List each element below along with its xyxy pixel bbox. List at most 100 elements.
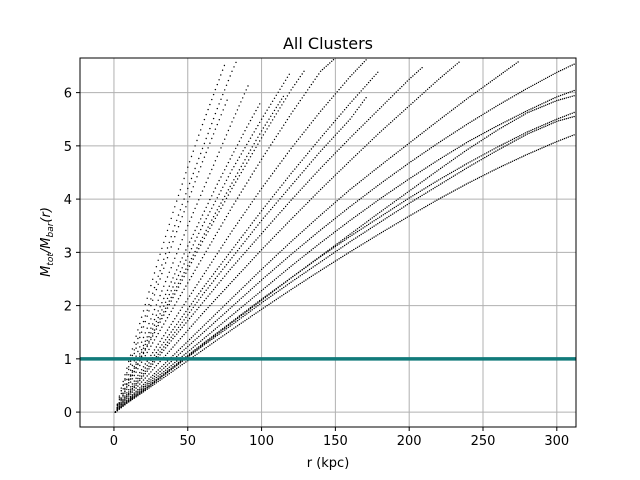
data-point bbox=[190, 337, 193, 339]
data-point bbox=[172, 366, 174, 368]
data-point bbox=[299, 174, 301, 176]
data-point bbox=[198, 342, 200, 344]
data-point bbox=[284, 224, 287, 226]
data-point bbox=[347, 190, 349, 192]
data-point bbox=[390, 226, 392, 228]
data-point bbox=[506, 141, 508, 143]
data-point bbox=[559, 119, 562, 122]
data-point bbox=[295, 105, 298, 107]
data-point bbox=[284, 246, 287, 248]
data-point bbox=[214, 334, 217, 336]
data-point bbox=[194, 145, 196, 147]
data-point bbox=[198, 171, 200, 173]
data-point bbox=[270, 208, 272, 211]
data-point bbox=[386, 125, 388, 127]
data-point bbox=[161, 264, 163, 266]
data-point bbox=[166, 329, 169, 331]
data-point bbox=[260, 298, 263, 300]
data-point bbox=[226, 99, 228, 101]
data-point bbox=[146, 382, 148, 384]
series-14 bbox=[114, 61, 460, 413]
data-point bbox=[277, 276, 279, 278]
data-point bbox=[367, 206, 370, 208]
data-point bbox=[390, 96, 392, 99]
data-point bbox=[264, 276, 266, 278]
data-point bbox=[408, 142, 410, 144]
data-point bbox=[166, 336, 169, 338]
data-point bbox=[242, 254, 244, 256]
data-point bbox=[185, 301, 187, 303]
data-point bbox=[310, 267, 313, 269]
data-point bbox=[231, 206, 233, 208]
data-point bbox=[425, 150, 427, 153]
data-point bbox=[384, 126, 386, 129]
data-point bbox=[303, 157, 305, 159]
data-point bbox=[305, 266, 307, 268]
data-point bbox=[236, 316, 239, 319]
data-point bbox=[331, 233, 333, 236]
data-point bbox=[224, 312, 226, 314]
data-point bbox=[559, 69, 562, 72]
data-point bbox=[253, 296, 255, 298]
data-point bbox=[386, 159, 388, 162]
data-point bbox=[124, 388, 126, 390]
data-point bbox=[227, 261, 230, 263]
data-point bbox=[139, 364, 141, 367]
data-point bbox=[364, 177, 366, 179]
data-point bbox=[573, 115, 575, 118]
data-point bbox=[395, 152, 397, 154]
data-point bbox=[450, 109, 453, 112]
data-point bbox=[238, 316, 241, 318]
data-point bbox=[235, 181, 237, 183]
data-point bbox=[207, 226, 209, 228]
data-point bbox=[163, 297, 165, 300]
data-point bbox=[312, 235, 314, 237]
data-point bbox=[297, 276, 300, 278]
data-point bbox=[185, 249, 187, 251]
data-point bbox=[257, 143, 259, 145]
data-point bbox=[248, 309, 250, 311]
data-point bbox=[331, 124, 333, 126]
data-point bbox=[242, 150, 244, 152]
y-tick-label: 3 bbox=[64, 246, 72, 261]
data-point bbox=[532, 131, 534, 133]
data-point bbox=[262, 277, 265, 280]
data-point bbox=[233, 304, 235, 306]
data-point bbox=[362, 210, 364, 212]
data-point bbox=[155, 288, 158, 291]
data-point bbox=[236, 250, 239, 252]
data-point bbox=[526, 87, 528, 90]
data-points bbox=[114, 59, 575, 413]
data-point bbox=[209, 332, 211, 335]
data-point bbox=[270, 292, 272, 294]
data-point bbox=[264, 286, 266, 289]
data-point bbox=[403, 182, 405, 184]
data-point bbox=[218, 294, 220, 297]
data-point bbox=[262, 217, 265, 219]
data-point bbox=[246, 162, 248, 164]
data-point bbox=[124, 374, 126, 376]
data-point bbox=[334, 251, 337, 253]
data-point bbox=[539, 104, 541, 106]
data-point bbox=[541, 124, 543, 127]
data-point bbox=[286, 118, 289, 121]
data-point bbox=[235, 244, 237, 246]
data-point bbox=[211, 291, 213, 293]
data-point bbox=[294, 180, 296, 183]
data-point bbox=[275, 216, 277, 218]
data-point bbox=[426, 88, 429, 91]
data-point bbox=[449, 177, 451, 180]
data-point bbox=[303, 229, 305, 231]
data-point bbox=[266, 203, 268, 205]
data-point bbox=[211, 324, 213, 326]
data-point bbox=[401, 85, 403, 88]
data-point bbox=[220, 176, 222, 178]
data-point bbox=[294, 274, 296, 276]
data-point bbox=[194, 321, 196, 323]
data-point bbox=[462, 101, 464, 103]
data-point bbox=[345, 238, 348, 240]
data-point bbox=[530, 152, 532, 154]
data-point bbox=[176, 301, 178, 303]
data-point bbox=[133, 396, 135, 398]
data-point bbox=[163, 267, 165, 269]
